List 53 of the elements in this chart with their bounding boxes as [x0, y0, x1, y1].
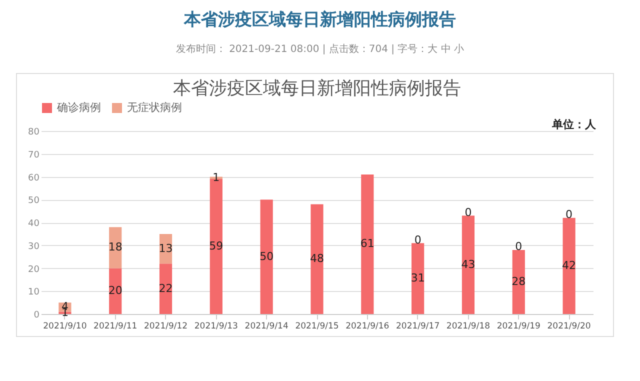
data-label: 13 [158, 242, 173, 255]
y-tick-label: 70 [28, 150, 40, 160]
bar [512, 250, 525, 314]
data-label: 1 [212, 170, 220, 184]
data-label: 22 [158, 282, 173, 295]
x-tick-label: 2021/9/13 [194, 322, 238, 332]
data-label: 31 [410, 272, 425, 285]
x-tick-label: 2021/9/15 [295, 322, 339, 332]
y-tick-label: 40 [28, 219, 40, 229]
y-tick-label: 20 [28, 264, 40, 275]
y-tick-label: 10 [28, 288, 40, 298]
data-label: 0 [515, 240, 522, 254]
x-tick-label: 2021/9/17 [396, 322, 440, 332]
y-tick-label: 60 [28, 173, 40, 184]
legend-label: 确诊病例 [56, 101, 101, 114]
x-tick-label: 2021/9/18 [446, 322, 490, 332]
text: 本省涉疫区域每日新增阳性病例报告 [182, 9, 457, 31]
text: 发布时间： 2021-09-21 08:00 | 点击数：704 | 字号：大 中 小 [174, 42, 466, 56]
legend-label: 无症状病例 [127, 101, 182, 114]
data-label: 28 [512, 274, 526, 288]
data-label: 0 [464, 206, 472, 219]
text: 单位：人 [552, 117, 596, 132]
x-tick-label: 2021/9/14 [244, 322, 288, 332]
data-label: 61 [360, 237, 374, 250]
chart-title: 本省涉疫区域每日新增阳性病例报告 [173, 78, 461, 99]
data-label: 0 [566, 208, 573, 222]
bar [310, 204, 324, 314]
data-label: 18 [108, 240, 122, 254]
y-tick-label: 30 [28, 242, 40, 252]
y-tick-label: 80 [28, 128, 40, 138]
data-label: 42 [562, 258, 576, 272]
bar [412, 243, 424, 314]
x-tick-label: 2021/9/16 [346, 322, 390, 332]
bar [462, 216, 475, 314]
bar [562, 218, 576, 314]
bar [109, 268, 122, 314]
x-tick-label: 2021/9/10 [43, 322, 87, 332]
data-label: 48 [310, 252, 324, 266]
data-label: 0 [414, 233, 422, 246]
data-label: 20 [108, 284, 122, 298]
x-tick-label: 2021/9/12 [144, 322, 188, 332]
bar [260, 200, 273, 314]
x-tick-label: 2021/9/11 [94, 322, 138, 332]
y-tick-label: 50 [28, 196, 40, 206]
bar [109, 227, 122, 268]
data-label: 50 [260, 250, 274, 263]
bar [361, 174, 374, 314]
y-tick-label: 0 [34, 310, 40, 320]
x-tick-label: 2021/9/20 [547, 322, 591, 332]
x-tick-label: 2021/9/19 [496, 322, 540, 332]
bar [159, 264, 172, 314]
bar [210, 179, 222, 314]
data-label: 59 [209, 240, 224, 253]
